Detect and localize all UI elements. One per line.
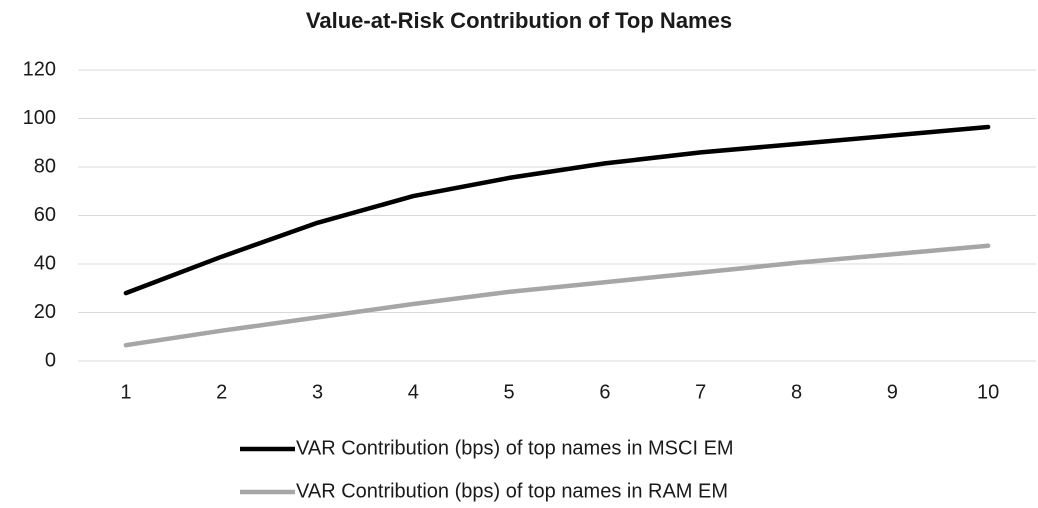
y-tick-label: 60 <box>34 204 56 226</box>
x-tick-label: 2 <box>216 381 227 403</box>
x-tick-label: 10 <box>977 381 999 403</box>
y-tick-label: 0 <box>45 349 56 371</box>
x-tick-label: 1 <box>120 381 131 403</box>
y-tick-label: 120 <box>23 58 56 80</box>
y-tick-label: 40 <box>34 252 56 274</box>
x-tick-label: 3 <box>312 381 323 403</box>
legend-label: VAR Contribution (bps) of top names in M… <box>296 437 734 459</box>
y-tick-label: 80 <box>34 155 56 177</box>
y-tick-label: 100 <box>23 107 56 129</box>
legend-label: VAR Contribution (bps) of top names in R… <box>296 480 728 502</box>
series-line <box>123 124 991 296</box>
x-tick-label: 6 <box>599 381 610 403</box>
x-tick-label: 7 <box>695 381 706 403</box>
series-line <box>123 243 991 348</box>
x-tick-label: 9 <box>887 381 898 403</box>
x-tick-label: 8 <box>791 381 802 403</box>
x-tick-label: 4 <box>408 381 419 403</box>
y-tick-label: 20 <box>34 301 56 323</box>
chart-title: Value-at-Risk Contribution of Top Names <box>306 8 732 33</box>
x-tick-label: 5 <box>504 381 515 403</box>
